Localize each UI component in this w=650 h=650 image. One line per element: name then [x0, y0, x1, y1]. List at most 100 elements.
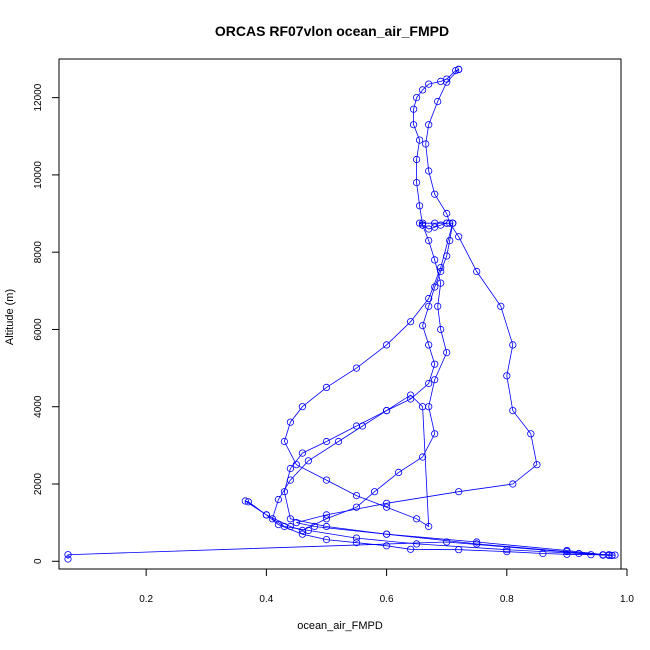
data-point — [412, 540, 421, 548]
data-point — [415, 219, 424, 227]
profile-line-4 — [271, 223, 610, 556]
data-point — [473, 267, 481, 276]
data-point — [533, 461, 541, 469]
data-point — [418, 403, 427, 411]
y-axis: 0 2000 4000 6000 8000 10000 12000 — [33, 83, 60, 564]
plot-frame — [58, 58, 622, 570]
data-point — [431, 256, 439, 264]
data-point — [406, 545, 415, 553]
data-point — [358, 422, 367, 430]
data-point — [322, 522, 331, 531]
data-point — [322, 535, 331, 544]
data-point — [292, 518, 300, 527]
y-tick-label: 10000 — [33, 161, 44, 189]
data-point — [473, 540, 481, 548]
data-point — [406, 318, 415, 326]
data-point — [446, 237, 454, 245]
data-point — [425, 121, 433, 129]
data-point — [431, 219, 439, 227]
data-point — [409, 121, 418, 129]
x-tick-label: 0.8 — [500, 594, 514, 605]
y-tick-label: 12000 — [33, 83, 44, 111]
data-point — [443, 538, 451, 546]
data-point — [322, 383, 331, 391]
x-axis-label: ocean_air_FMPD — [297, 620, 383, 632]
data-point — [244, 498, 252, 506]
data-point — [352, 364, 361, 372]
y-tick-label: 2000 — [33, 472, 44, 495]
y-tick-label: 0 — [33, 558, 44, 564]
data-point — [425, 80, 433, 88]
data-point — [286, 515, 294, 523]
data-point — [241, 497, 249, 505]
data-point — [280, 437, 288, 446]
data-point — [280, 522, 288, 531]
data-point — [298, 403, 306, 411]
data-point — [503, 546, 511, 554]
data-point — [268, 515, 276, 523]
data-point — [322, 476, 331, 484]
data-point — [605, 551, 613, 560]
profile-line-1 — [67, 69, 616, 559]
data-point — [503, 372, 511, 380]
y-tick-label: 8000 — [33, 241, 44, 264]
x-tick-label: 0.4 — [259, 594, 273, 605]
data-point — [425, 522, 433, 531]
data-point — [382, 406, 391, 415]
data-point — [415, 202, 424, 210]
data-point — [473, 538, 481, 546]
data-point — [425, 237, 433, 245]
data-point — [539, 549, 547, 558]
y-tick-label: 4000 — [33, 395, 44, 418]
data-point — [431, 360, 439, 368]
data-point — [497, 302, 505, 310]
data-point — [382, 530, 391, 538]
data-point — [425, 379, 433, 388]
data-point — [425, 225, 433, 233]
data-point — [443, 348, 451, 357]
data-point — [310, 522, 319, 531]
data-point — [434, 97, 442, 106]
data-point — [425, 294, 433, 303]
data-point — [382, 542, 391, 550]
data-point — [509, 480, 517, 488]
data-point — [322, 437, 331, 446]
data-point — [437, 279, 445, 287]
data-point — [415, 136, 424, 144]
data-point — [431, 430, 439, 438]
data-point — [352, 539, 361, 547]
data-point — [437, 263, 445, 272]
data-point — [425, 302, 433, 310]
x-tick-label: 0.6 — [380, 594, 394, 605]
data-point — [406, 391, 415, 399]
data-point — [394, 468, 403, 476]
data-point — [509, 406, 517, 415]
data-point — [443, 209, 451, 218]
data-point — [509, 341, 517, 349]
data-point — [292, 461, 300, 469]
data-point — [262, 511, 270, 519]
data-point — [382, 499, 391, 507]
data-point — [286, 464, 294, 473]
data-point — [322, 515, 331, 523]
data-point — [64, 555, 72, 563]
data-point — [418, 86, 427, 94]
data-point — [431, 376, 439, 384]
data-point — [455, 488, 463, 496]
x-axis: 0.2 0.4 0.6 0.8 1.0 — [139, 568, 634, 605]
data-point — [334, 437, 343, 446]
y-tick-label: 6000 — [33, 318, 44, 341]
chart-title: ORCAS RF07vlon ocean_air_FMPD — [215, 23, 449, 39]
data-point — [418, 219, 427, 227]
data-point — [425, 167, 433, 175]
data-point — [449, 219, 457, 227]
data-point — [437, 325, 445, 334]
data-point — [280, 488, 288, 496]
data-point — [304, 457, 312, 465]
data-point — [455, 233, 463, 241]
data-point — [452, 67, 460, 75]
data-point — [418, 321, 427, 330]
data-point — [286, 522, 294, 531]
data-point — [286, 476, 294, 484]
data-point — [370, 488, 379, 496]
